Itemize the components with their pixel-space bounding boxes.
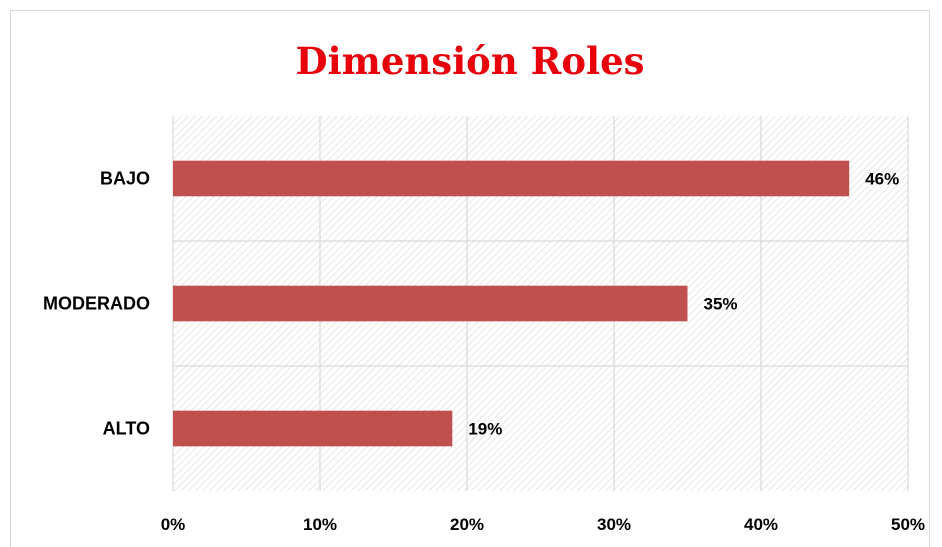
category-label: BAJO [100,169,150,189]
category-label: MODERADO [43,294,150,314]
data-label: 19% [468,420,502,439]
category-label: ALTO [103,419,150,439]
x-tick-label: 50% [891,515,925,534]
data-label: 46% [865,170,899,189]
bar [173,410,453,447]
x-tick-label: 10% [303,515,337,534]
x-tick-label: 40% [744,515,778,534]
labels: 0% 10% 20% 30% 40% 50% BAJO 46% MODERADO 35% ALTO 1… [43,169,925,535]
data-label: 35% [704,295,738,314]
x-tick-label: 20% [450,515,484,534]
x-tick-label: 0% [161,515,186,534]
bar [173,285,688,322]
bars [173,160,850,447]
x-tick-label: 30% [597,515,631,534]
chart-title: Dimensión Roles [296,39,645,83]
bar [173,160,850,197]
